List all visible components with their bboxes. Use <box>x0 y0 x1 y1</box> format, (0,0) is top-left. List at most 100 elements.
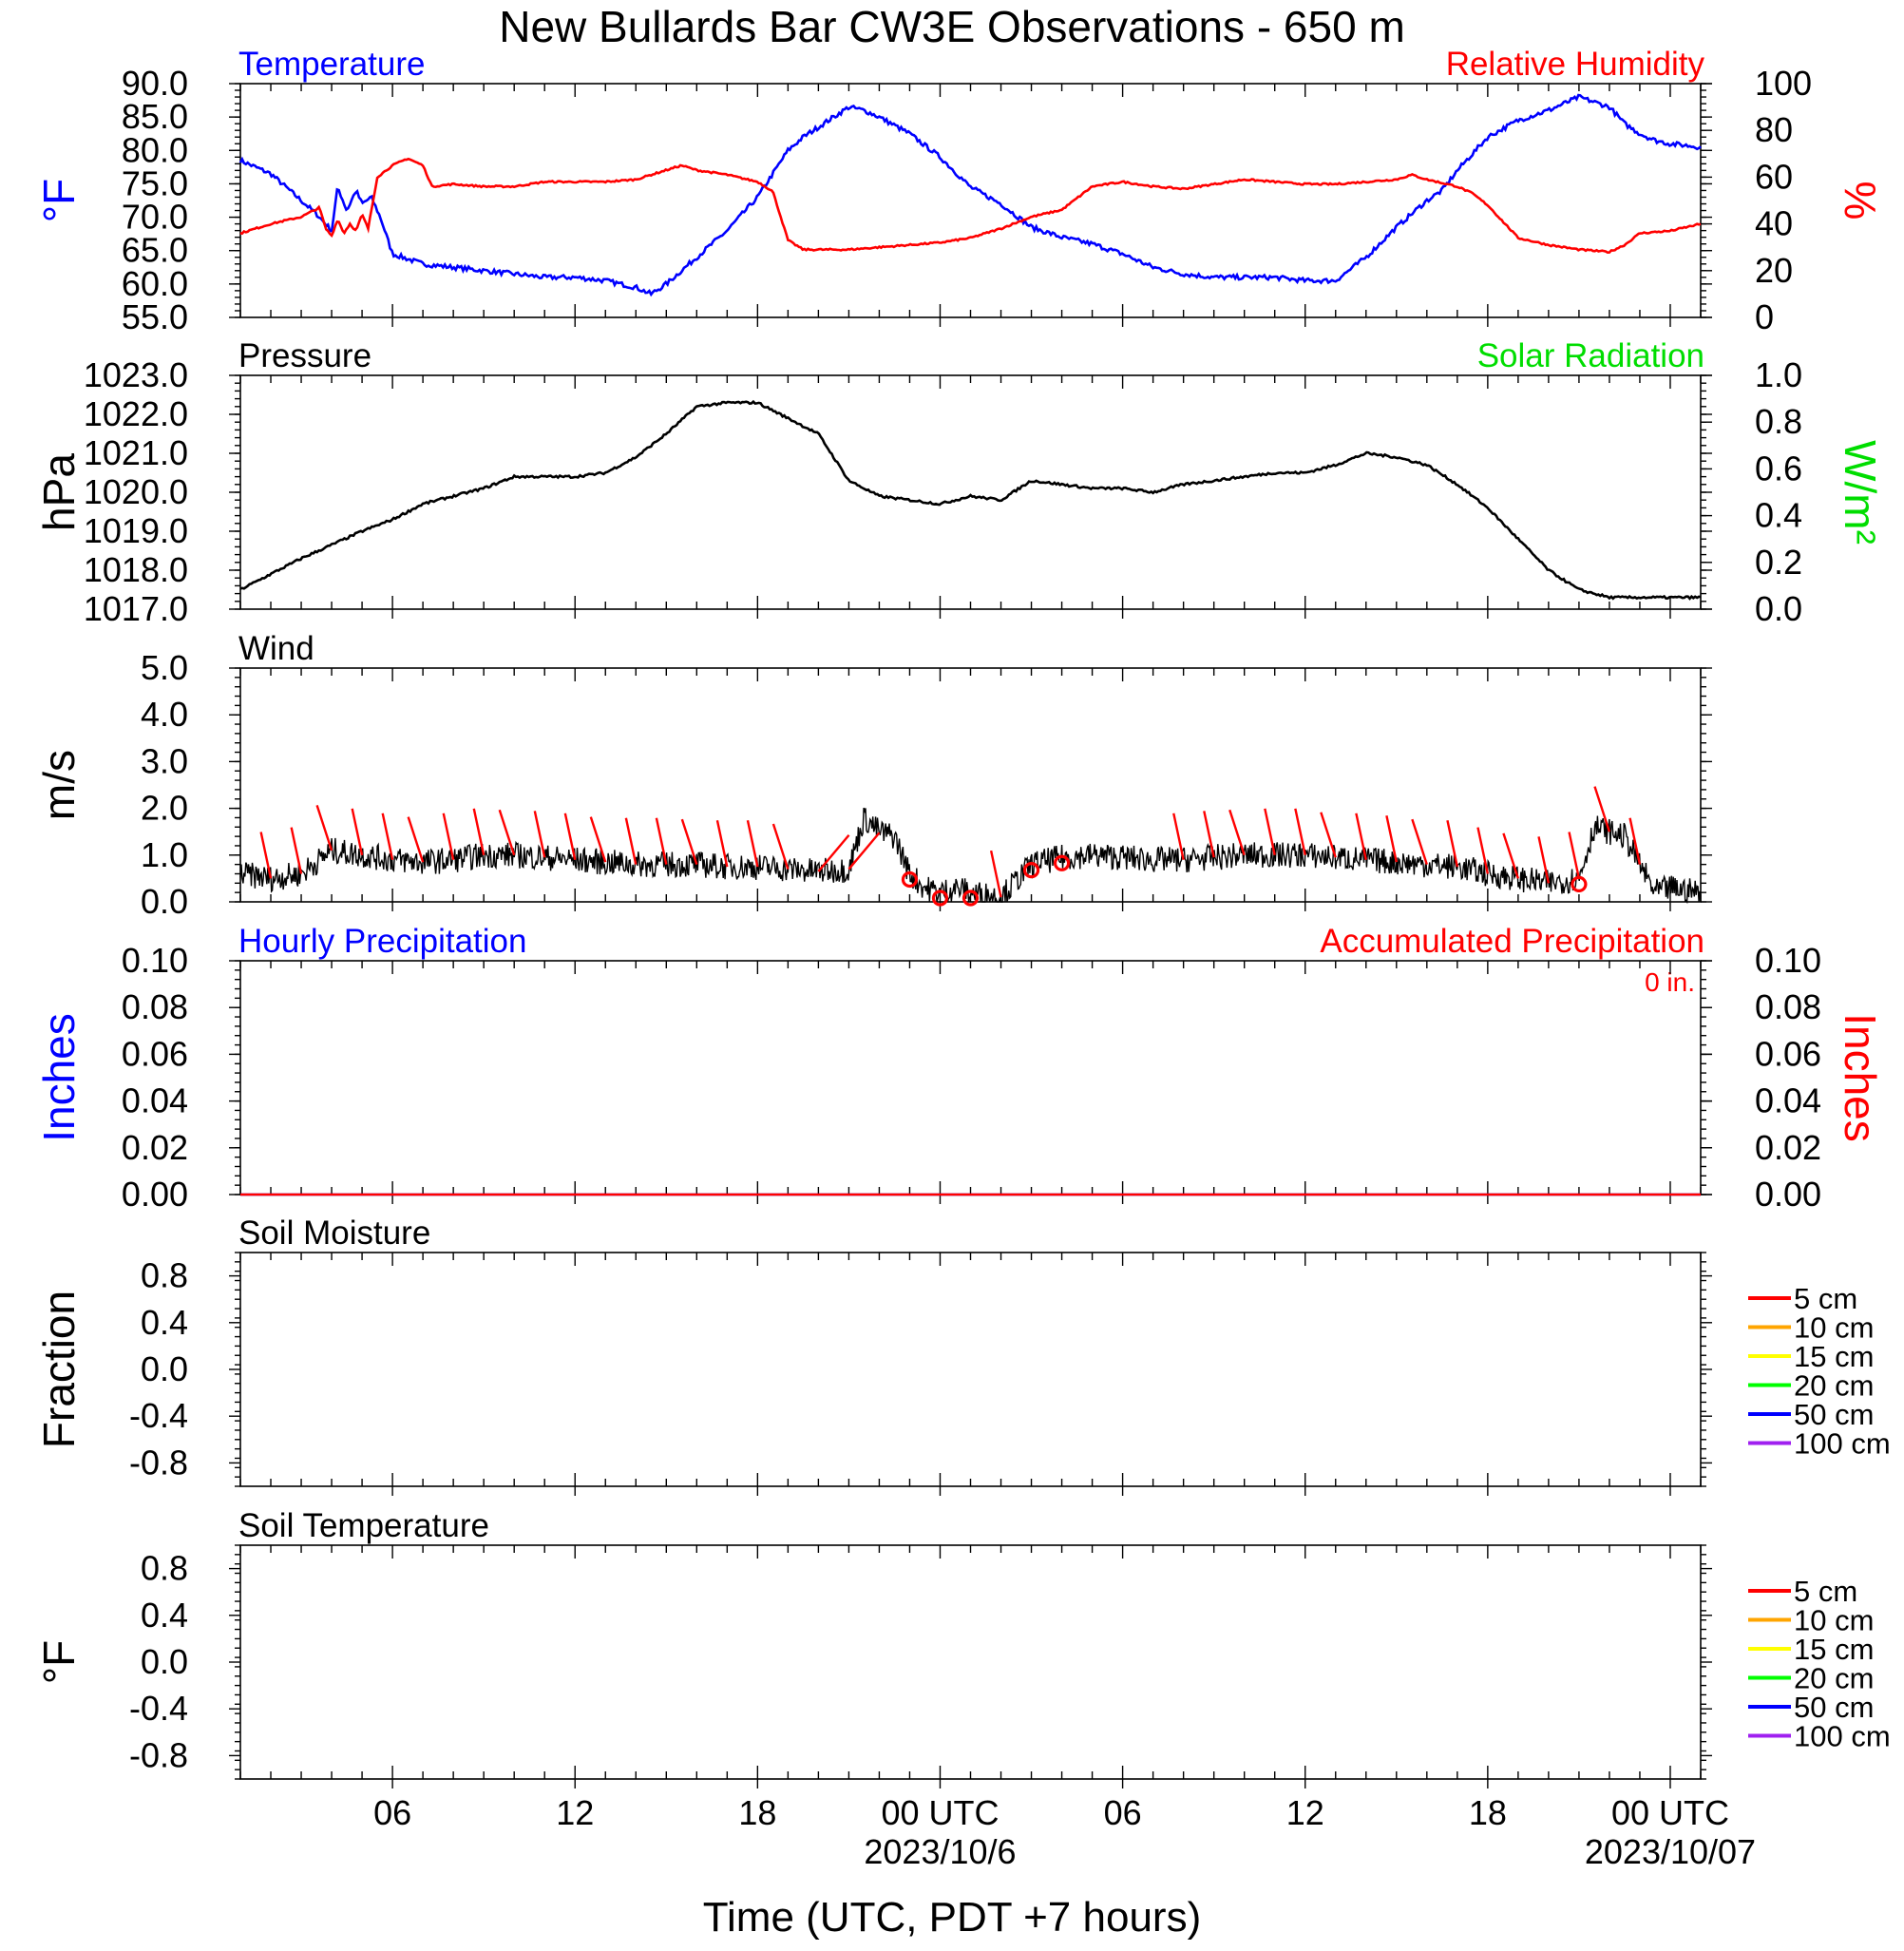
wind-barb <box>655 817 668 865</box>
wind-barb <box>589 816 607 863</box>
y-axis-label-left: °F <box>34 179 84 223</box>
legend-label: 10 cm <box>1794 1311 1874 1345</box>
x-date-label: 2023/10/07 <box>1585 1832 1756 1871</box>
wind-barb <box>315 804 333 851</box>
panel-soil_moisture: Soil Moisture -0.8 -0.4 0.0 0.4 0.8 Fraction 5 … <box>34 1215 1891 1496</box>
y-right-tick-label: 1.0 <box>1755 355 1802 394</box>
legend-label: 50 cm <box>1794 1398 1874 1431</box>
y-axis-label-left: m/s <box>34 750 84 820</box>
wind-barb <box>1593 786 1611 832</box>
wind-barb <box>989 850 1002 898</box>
y-axis-label-left: °F <box>34 1640 84 1685</box>
calm-wind-marker <box>901 870 919 889</box>
y-tick-label: 75.0 <box>122 163 188 202</box>
y-tick-label: 0.04 <box>122 1081 188 1120</box>
y-tick-label: 1021.0 <box>84 433 188 472</box>
y-tick-label: 1022.0 <box>84 394 188 433</box>
panel-wind: Wind 0.0 1.0 2.0 3.0 4.0 5.0 m/s <box>34 630 1712 921</box>
wind-barb <box>817 833 850 872</box>
calm-wind-marker <box>1022 862 1040 879</box>
y-right-tick-label: 0.6 <box>1755 449 1802 488</box>
wind-barb <box>680 818 698 866</box>
y-right-tick-label: 20 <box>1755 251 1793 290</box>
y-right-tick-label: 0.06 <box>1755 1034 1821 1073</box>
y-tick-label: 90.0 <box>122 64 188 103</box>
y-axis-label-left: Inches <box>34 1013 84 1142</box>
y-right-tick-label: 0.0 <box>1755 589 1802 628</box>
panel-title-left: Temperature <box>238 46 425 83</box>
wind-barb <box>715 819 729 868</box>
y-right-tick-label: 0.08 <box>1755 987 1821 1026</box>
y-tick-label: 55.0 <box>122 297 188 336</box>
x-tick-label: 18 <box>738 1793 776 1832</box>
chart-title: New Bullards Bar CW3E Observations - 650… <box>499 2 1405 51</box>
calm-wind-marker <box>931 889 949 907</box>
y-axis-label-right: Inches <box>1836 1013 1885 1142</box>
y-tick-label: 1019.0 <box>84 511 188 550</box>
panel-title-right: Relative Humidity <box>1446 46 1705 83</box>
panel-frame <box>239 374 1702 610</box>
wind-barb <box>1203 811 1215 858</box>
y-right-tick-label: 0.02 <box>1755 1128 1821 1167</box>
wind-barb <box>771 823 790 870</box>
y-tick-label: -0.4 <box>129 1689 188 1728</box>
wind-barb <box>1172 813 1185 860</box>
calm-wind-marker <box>1571 875 1588 893</box>
x-tick-label: 18 <box>1469 1793 1507 1832</box>
y-tick-label: -0.4 <box>129 1396 188 1435</box>
y-tick-label: -0.8 <box>129 1443 188 1482</box>
y-right-tick-label: 0 <box>1755 297 1774 336</box>
panel-precipitation: Hourly Precipitation Accumulated Precipit… <box>34 923 1885 1214</box>
y-tick-label: 1020.0 <box>84 472 188 511</box>
panel-title-left: Wind <box>238 630 314 667</box>
y-axis-label-left: hPa <box>34 453 84 531</box>
wind-barb <box>1476 827 1490 874</box>
y-tick-label: 0.08 <box>122 987 188 1026</box>
wind-barb <box>847 832 881 870</box>
wind-barb <box>290 827 303 874</box>
legend-label: 50 cm <box>1794 1691 1874 1724</box>
panel-title-right: Accumulated Precipitation <box>1320 923 1704 960</box>
x-tick-label: 12 <box>1286 1793 1324 1832</box>
y-tick-label: 4.0 <box>141 695 188 734</box>
y-right-tick-label: 60 <box>1755 157 1793 196</box>
panel-title-left: Pressure <box>238 337 371 374</box>
x-date-label: 2023/10/6 <box>864 1832 1016 1871</box>
y-tick-label: 0.00 <box>122 1175 188 1214</box>
y-axis-label-left: Fraction <box>34 1291 84 1448</box>
wind-barb <box>746 819 759 868</box>
series-line-temperature <box>238 93 1702 297</box>
wind-barb <box>563 813 577 860</box>
wind-barb <box>472 808 486 856</box>
y-tick-label: 65.0 <box>122 231 188 270</box>
y-tick-label: 1.0 <box>141 835 188 874</box>
y-right-tick-label: 40 <box>1755 204 1793 243</box>
y-tick-label: 80.0 <box>122 130 188 169</box>
legend-label: 20 cm <box>1794 1662 1874 1695</box>
panel-title-left: Soil Temperature <box>238 1507 489 1544</box>
wind-barb <box>442 813 455 860</box>
panels: Temperature Relative Humidity 55.060.065.0… <box>34 46 1891 1788</box>
y-tick-label: 0.0 <box>141 1642 188 1681</box>
panel-soil_temperature: Soil Temperature-0.8-0.40.00.40.8°F5 cm1… <box>34 1507 1891 1788</box>
legend-label: 5 cm <box>1794 1282 1857 1315</box>
y-tick-label: 3.0 <box>141 741 188 780</box>
y-tick-label: 1017.0 <box>84 589 188 628</box>
panel-frame <box>239 960 1702 1195</box>
wind-barb <box>1537 836 1551 884</box>
panel-title-left: Soil Moisture <box>238 1215 430 1252</box>
wind-barb <box>1502 832 1520 879</box>
y-tick-label: 1018.0 <box>84 550 188 589</box>
wind-barb <box>1228 809 1246 856</box>
y-tick-label: 1023.0 <box>84 355 188 394</box>
y-axis-label-right: W/m² <box>1836 440 1885 545</box>
y-right-tick-label: 0.2 <box>1755 543 1802 582</box>
wind-barb <box>1294 808 1306 856</box>
panel-title-right: Solar Radiation <box>1477 337 1704 374</box>
wind-barb <box>1411 818 1428 866</box>
legend-label: 100 cm <box>1794 1720 1891 1753</box>
wind-barb <box>1385 815 1398 863</box>
legend-label: 15 cm <box>1794 1340 1874 1373</box>
y-tick-label: 0.0 <box>141 882 188 921</box>
